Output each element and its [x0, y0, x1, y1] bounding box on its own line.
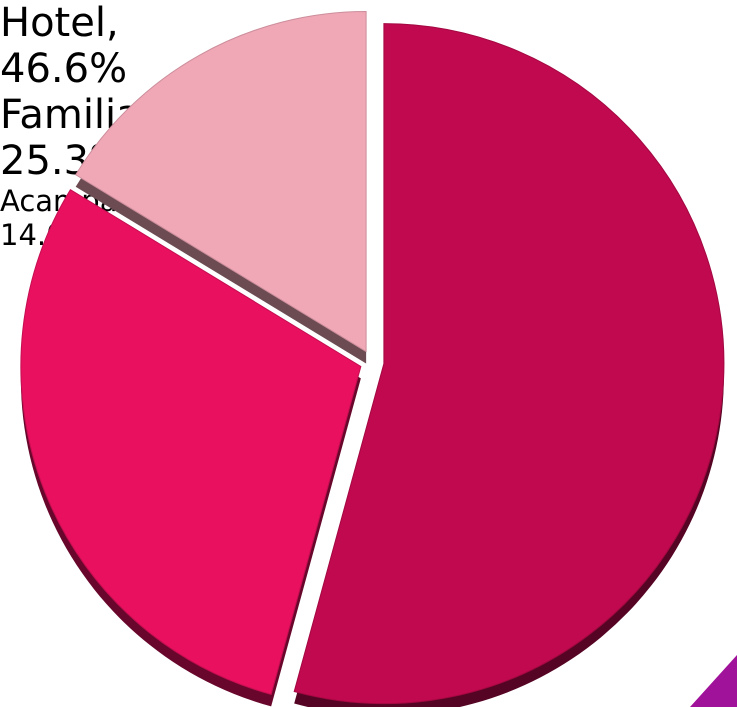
decoration — [690, 655, 737, 707]
category-label: Hotel, — [0, 0, 119, 46]
slice-label: Hotel, 46.6% — [0, 0, 737, 92]
slice — [75, 11, 367, 353]
value-label: 46.6% — [0, 46, 128, 92]
slice — [20, 188, 362, 696]
slice — [293, 23, 725, 705]
